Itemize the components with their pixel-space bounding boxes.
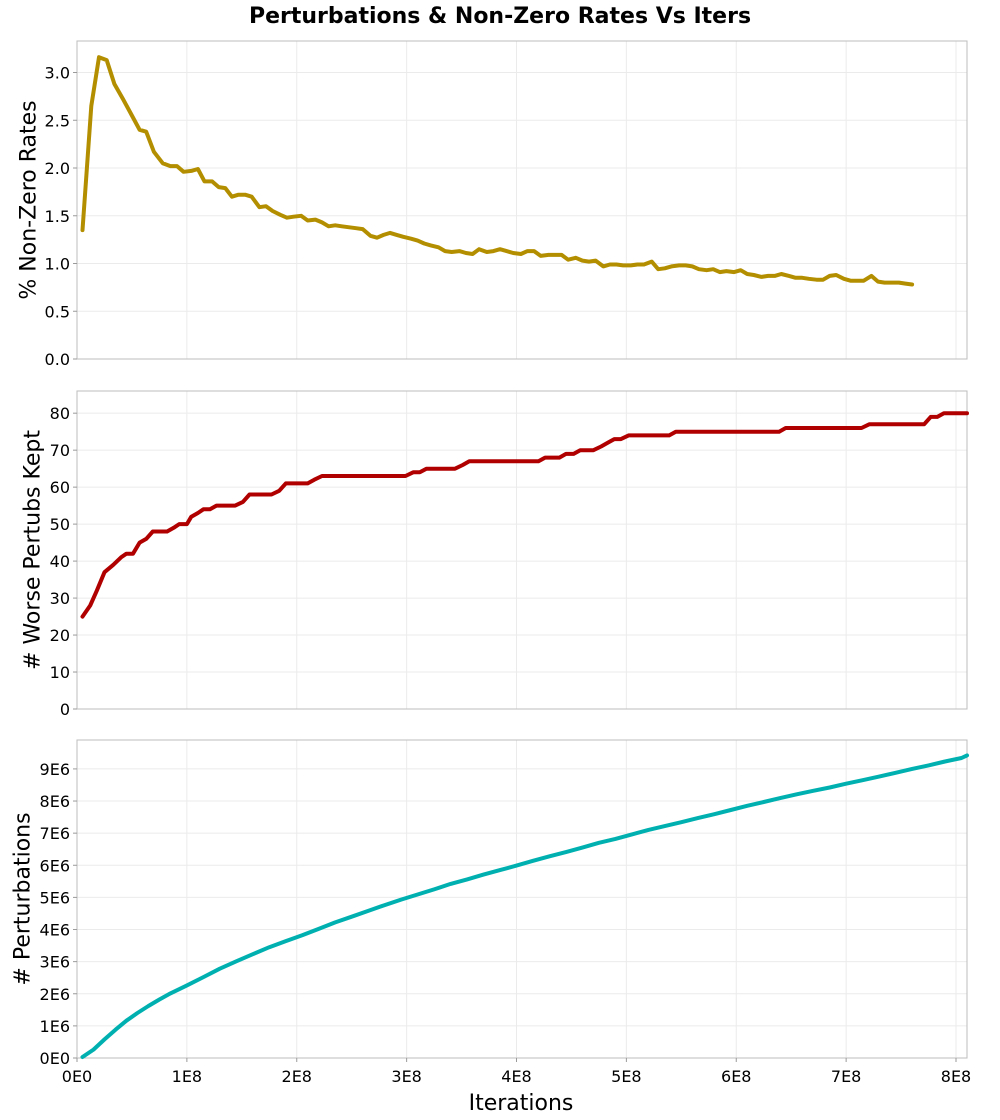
perturbations-ytick-label-2: 2E6 [40, 985, 70, 1004]
perturbations-xtick-label-7: 7E8 [831, 1067, 861, 1086]
perturbations-xtick-label-2: 2E8 [282, 1067, 312, 1086]
worse-perturbs-panel: 0 10 20 30 40 50 60 70 80# Worse Pertubs Kept [21, 390, 969, 719]
worse-ytick-label-8: 80 [50, 404, 70, 423]
perturbations-ytick-label-6: 6E6 [40, 856, 70, 875]
nonzero-ytick-label-5: 2.5 [45, 111, 70, 130]
nonzero-series-line [80, 55, 915, 287]
y-axis-label-nonzero: % Non-Zero Rates [17, 100, 42, 299]
perturbations-xtick-label-3: 3E8 [391, 1067, 421, 1086]
nonzero-plot-frame [76, 40, 968, 360]
nonzero-ytick-label-2: 1.0 [45, 255, 70, 274]
perturbations-ytick-label-0: 0E0 [40, 1049, 70, 1068]
perturbations-ytick-label-8: 8E6 [40, 792, 70, 811]
perturbations-series-line [80, 753, 969, 1059]
perturbations-xtick-label-8: 8E8 [941, 1067, 971, 1086]
worse-ytick-label-3: 30 [50, 589, 70, 608]
nonzero-ytick-label-3: 1.5 [45, 207, 70, 226]
perturbations-ytick-label-7: 7E6 [40, 824, 70, 843]
perturbations-ytick-label-1: 1E6 [40, 1017, 70, 1036]
perturbations-panel: 0E0 1E6 2E6 3E6 4E6 5E6 6E6 7E6 8E6 9E6 0E0 1E8 2E8 3… [11, 739, 971, 1086]
nonzero-ytick-label-1: 0.5 [45, 302, 70, 321]
perturbations-xtick-label-1: 1E8 [172, 1067, 202, 1086]
nonzero-ytick-label-4: 2.0 [45, 159, 70, 178]
perturbations-ytick-label-3: 3E6 [40, 953, 70, 972]
perturbations-ytick-label-9: 9E6 [40, 760, 70, 779]
y-axis-label-perturbations: # Perturbations [11, 812, 36, 985]
perturbations-plot-frame [76, 739, 968, 1059]
worse-ytick-label-2: 20 [50, 626, 70, 645]
perturbations-xtick-label-5: 5E8 [611, 1067, 641, 1086]
worse-ytick-label-7: 70 [50, 441, 70, 460]
y-axis-label-worse: # Worse Pertubs Kept [21, 430, 46, 670]
x-axis-label: Iterations [469, 1091, 574, 1116]
nonzero-rate-panel: 0.0 0.5 1.0 1.5 2.0 2.5 3.0% Non-Zero Rates [17, 40, 968, 369]
worse-series-line [80, 411, 969, 619]
perturbations-ytick-label-5: 5E6 [40, 888, 70, 907]
worse-plot-frame [76, 390, 968, 710]
worse-ytick-label-1: 10 [50, 663, 70, 682]
perturbations-xtick-label-0: 0E0 [62, 1067, 92, 1086]
worse-ytick-label-5: 50 [50, 515, 70, 534]
perturbations-ytick-label-4: 4E6 [40, 921, 70, 940]
perturbations-xtick-label-6: 6E8 [721, 1067, 751, 1086]
perturbations-xtick-label-4: 4E8 [501, 1067, 531, 1086]
worse-ytick-label-0: 0 [60, 700, 70, 719]
nonzero-ytick-label-6: 3.0 [45, 64, 70, 83]
worse-ytick-label-6: 60 [50, 478, 70, 497]
nonzero-ytick-label-0: 0.0 [45, 350, 70, 369]
chart-title: Perturbations & Non-Zero Rates Vs Iters [249, 4, 751, 29]
worse-ytick-label-4: 40 [50, 552, 70, 571]
